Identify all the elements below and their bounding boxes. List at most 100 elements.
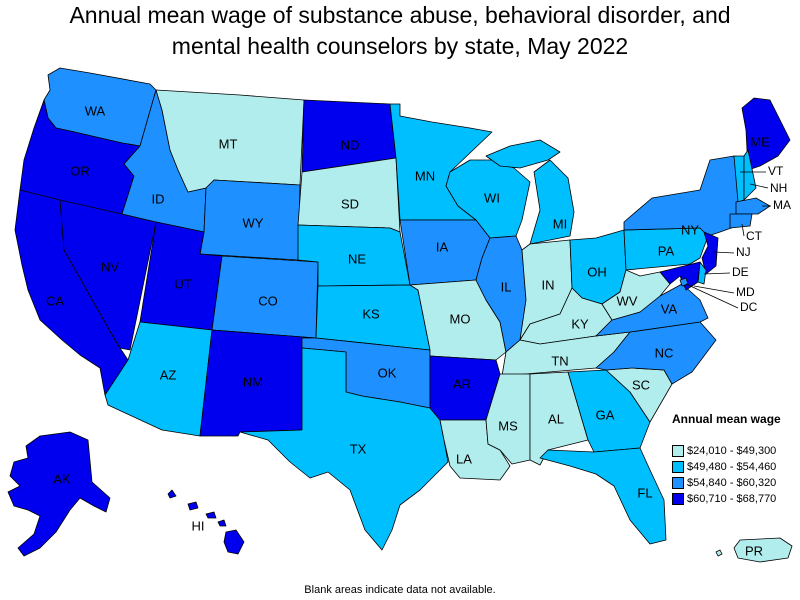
state-label-KS: KS [362,306,380,321]
state-label-FL: FL [637,485,652,500]
state-NH[interactable] [743,149,757,201]
callout-label-DC: DC [740,300,758,314]
state-label-CO: CO [258,293,278,308]
state-label-UT: UT [174,276,191,291]
state-label-PR: PR [745,543,763,558]
state-label-HI: HI [192,518,205,533]
state-label-LA: LA [456,451,472,466]
state-HI[interactable]: HI [167,489,245,555]
state-label-GA: GA [596,407,615,422]
state-label-MI: MI [553,216,567,231]
state-label-MS: MS [498,418,518,433]
legend-item: $49,480 - $54,460 [672,459,800,475]
state-NY[interactable]: NY [623,155,749,237]
state-label-IL: IL [501,279,512,294]
state-label-AR: AR [453,376,471,391]
state-AK[interactable]: AK [7,431,111,557]
callout-VT: VT [740,164,784,178]
state-TX[interactable]: TX [239,347,449,551]
state-label-NY: NY [681,222,699,237]
legend-item: $24,010 - $49,300 [672,443,800,459]
legend-label: $49,480 - $54,460 [687,461,777,473]
legend-swatch [672,493,684,505]
legend-label: $24,010 - $49,300 [687,445,777,457]
map-title-line-1: Annual mean wage of substance abuse, beh… [69,2,731,28]
state-OR[interactable]: OR [19,99,141,215]
map-title: Annual mean wage of substance abuse, beh… [0,0,800,62]
callout-DE: DE [703,265,749,279]
state-label-IA: IA [436,239,449,254]
legend-swatch [672,445,684,457]
state-PR[interactable]: PR [715,537,793,563]
state-label-WV: WV [617,293,638,308]
callout-CT: CT [741,223,763,243]
state-label-WY: WY [243,215,264,230]
state-NM[interactable]: NM [199,329,317,437]
state-WI[interactable]: WI [445,159,531,239]
callout-NH: NH [749,181,787,195]
state-label-OK: OK [378,365,397,380]
state-FL[interactable]: FL [539,447,667,545]
state-ND[interactable]: ND [301,99,397,173]
state-label-PA: PA [658,243,675,258]
state-label-TN: TN [551,353,568,368]
state-MD[interactable] [659,261,701,291]
callout-label-NH: NH [770,181,787,195]
state-WY[interactable]: WY [199,179,301,261]
map-title-line-2: mental health counselors by state, May 2… [171,33,629,59]
state-label-ME: ME [750,134,770,149]
state-label-WA: WA [85,103,106,118]
callout-label-MD: MD [736,285,755,299]
callout-label-NJ: NJ [736,245,751,259]
state-WA[interactable]: WA [43,67,157,147]
state-label-ND: ND [341,137,360,152]
footnote: Blank areas indicate data not available. [304,584,496,596]
state-MA[interactable] [735,197,771,215]
state-label-ID: ID [152,191,165,206]
state-label-NM: NM [243,374,263,389]
legend-label: $60,710 - $68,770 [687,493,777,505]
state-IA[interactable]: IA [399,219,491,286]
state-MT[interactable]: MT [155,89,305,193]
state-CT[interactable] [729,213,753,229]
state-NC[interactable]: NC [595,321,717,385]
state-MS[interactable]: MS [485,373,531,465]
state-label-KY: KY [571,316,589,331]
callout-label-MA: MA [773,198,791,212]
state-label-MN: MN [415,168,435,183]
state-MO[interactable]: MO [409,279,507,361]
state-label-TX: TX [350,441,367,456]
state-label-NV: NV [101,259,119,274]
state-label-AZ: AZ [160,367,177,382]
state-label-CA: CA [46,293,64,308]
state-AZ[interactable]: AZ [104,321,213,437]
state-label-WI: WI [484,190,500,205]
callout-NJ: NJ [713,245,751,259]
legend-swatch [672,461,684,473]
state-ME[interactable]: ME [741,97,791,171]
legend-label: $54,840 - $60,320 [687,477,777,489]
state-label-SD: SD [341,196,359,211]
callout-label-DE: DE [732,265,749,279]
legend: Annual mean wage $24,010 - $49,300 $49,4… [672,412,800,507]
legend-swatch [672,477,684,489]
callout-DC: DC [685,283,758,314]
callout-MD: MD [693,285,755,299]
state-label-IN: IN [542,277,555,292]
state-CO[interactable]: CO [211,255,319,339]
legend-item: $60,710 - $68,770 [672,491,800,507]
callout-MA: MA [762,198,791,212]
state-label-NC: NC [655,345,674,360]
callout-label-CT: CT [746,229,763,243]
state-label-VA: VA [661,301,678,316]
state-TN[interactable]: TN [501,331,631,377]
state-label-AL: AL [548,411,564,426]
state-label-MT: MT [219,136,238,151]
state-label-OH: OH [587,264,607,279]
state-label-NE: NE [348,251,366,266]
legend-title: Annual mean wage [672,412,781,426]
state-MI[interactable]: MI [485,139,575,245]
legend-item: $54,840 - $60,320 [672,475,800,491]
state-PA[interactable]: PA [623,227,709,271]
